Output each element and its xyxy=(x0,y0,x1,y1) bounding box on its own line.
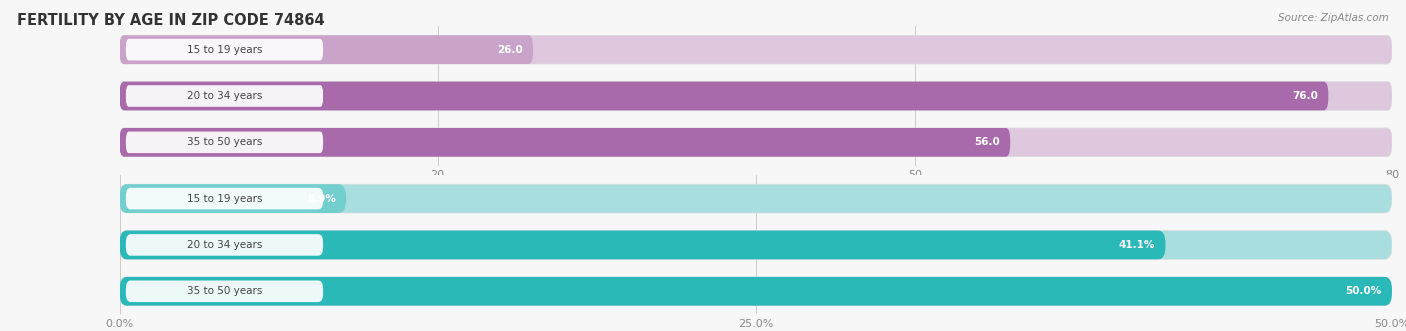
Text: 50.0%: 50.0% xyxy=(1346,286,1382,296)
Text: 35 to 50 years: 35 to 50 years xyxy=(187,286,262,296)
Text: 20 to 34 years: 20 to 34 years xyxy=(187,240,262,250)
FancyBboxPatch shape xyxy=(120,277,1392,306)
FancyBboxPatch shape xyxy=(120,184,346,213)
Text: 15 to 19 years: 15 to 19 years xyxy=(187,45,263,55)
FancyBboxPatch shape xyxy=(120,277,1392,306)
FancyBboxPatch shape xyxy=(127,85,323,107)
FancyBboxPatch shape xyxy=(120,82,1392,110)
Text: FERTILITY BY AGE IN ZIP CODE 74864: FERTILITY BY AGE IN ZIP CODE 74864 xyxy=(17,13,325,28)
FancyBboxPatch shape xyxy=(120,35,533,64)
FancyBboxPatch shape xyxy=(120,35,1392,64)
Text: 41.1%: 41.1% xyxy=(1119,240,1156,250)
Text: Source: ZipAtlas.com: Source: ZipAtlas.com xyxy=(1278,13,1389,23)
Text: 8.9%: 8.9% xyxy=(307,194,336,204)
FancyBboxPatch shape xyxy=(120,231,1392,259)
Text: 20 to 34 years: 20 to 34 years xyxy=(187,91,262,101)
Text: 56.0: 56.0 xyxy=(974,137,1000,147)
FancyBboxPatch shape xyxy=(120,128,1392,157)
Text: 76.0: 76.0 xyxy=(1292,91,1319,101)
FancyBboxPatch shape xyxy=(120,82,1329,110)
FancyBboxPatch shape xyxy=(120,184,1392,213)
FancyBboxPatch shape xyxy=(120,231,1166,259)
Text: 15 to 19 years: 15 to 19 years xyxy=(187,194,263,204)
FancyBboxPatch shape xyxy=(127,280,323,302)
FancyBboxPatch shape xyxy=(127,131,323,153)
FancyBboxPatch shape xyxy=(120,128,1010,157)
Text: 26.0: 26.0 xyxy=(498,45,523,55)
FancyBboxPatch shape xyxy=(127,188,323,210)
FancyBboxPatch shape xyxy=(127,234,323,256)
FancyBboxPatch shape xyxy=(127,39,323,61)
Text: 35 to 50 years: 35 to 50 years xyxy=(187,137,262,147)
